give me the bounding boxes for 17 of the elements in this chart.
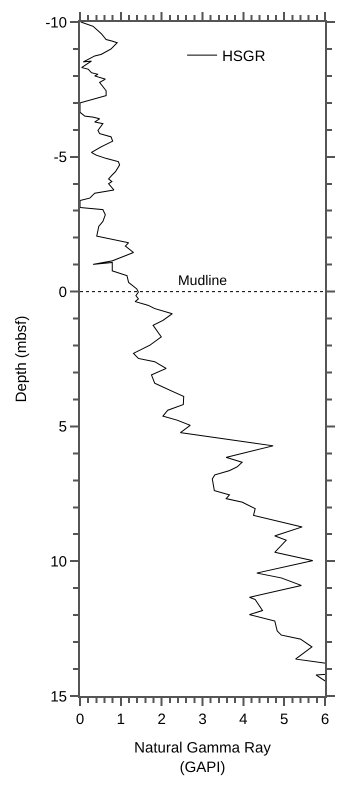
x-axis-title: Natural Gamma Ray (GAPI) — [134, 740, 272, 776]
y-tick-label: 0 — [58, 284, 67, 301]
x-tick-label: 4 — [239, 711, 248, 728]
x-tick-label: 2 — [158, 711, 166, 728]
y-tick-label: -5 — [54, 149, 67, 166]
y-axis-title: Depth (mbsf) — [13, 316, 30, 402]
y-tick-label: 5 — [58, 418, 67, 436]
x-tick-label: 6 — [320, 711, 330, 728]
x-tick-label: 5 — [280, 711, 288, 728]
y-tick-label: -10 — [45, 14, 67, 32]
x-tick-label: 1 — [116, 711, 125, 728]
x-tick-label: 0 — [76, 711, 84, 728]
y-tick-label: 10 — [50, 553, 67, 570]
ref-line-label: Mudline — [178, 272, 228, 288]
x-tick-label: 3 — [198, 711, 207, 728]
legend-label: HSGR — [222, 48, 266, 65]
y-tick-label: 15 — [50, 688, 67, 706]
